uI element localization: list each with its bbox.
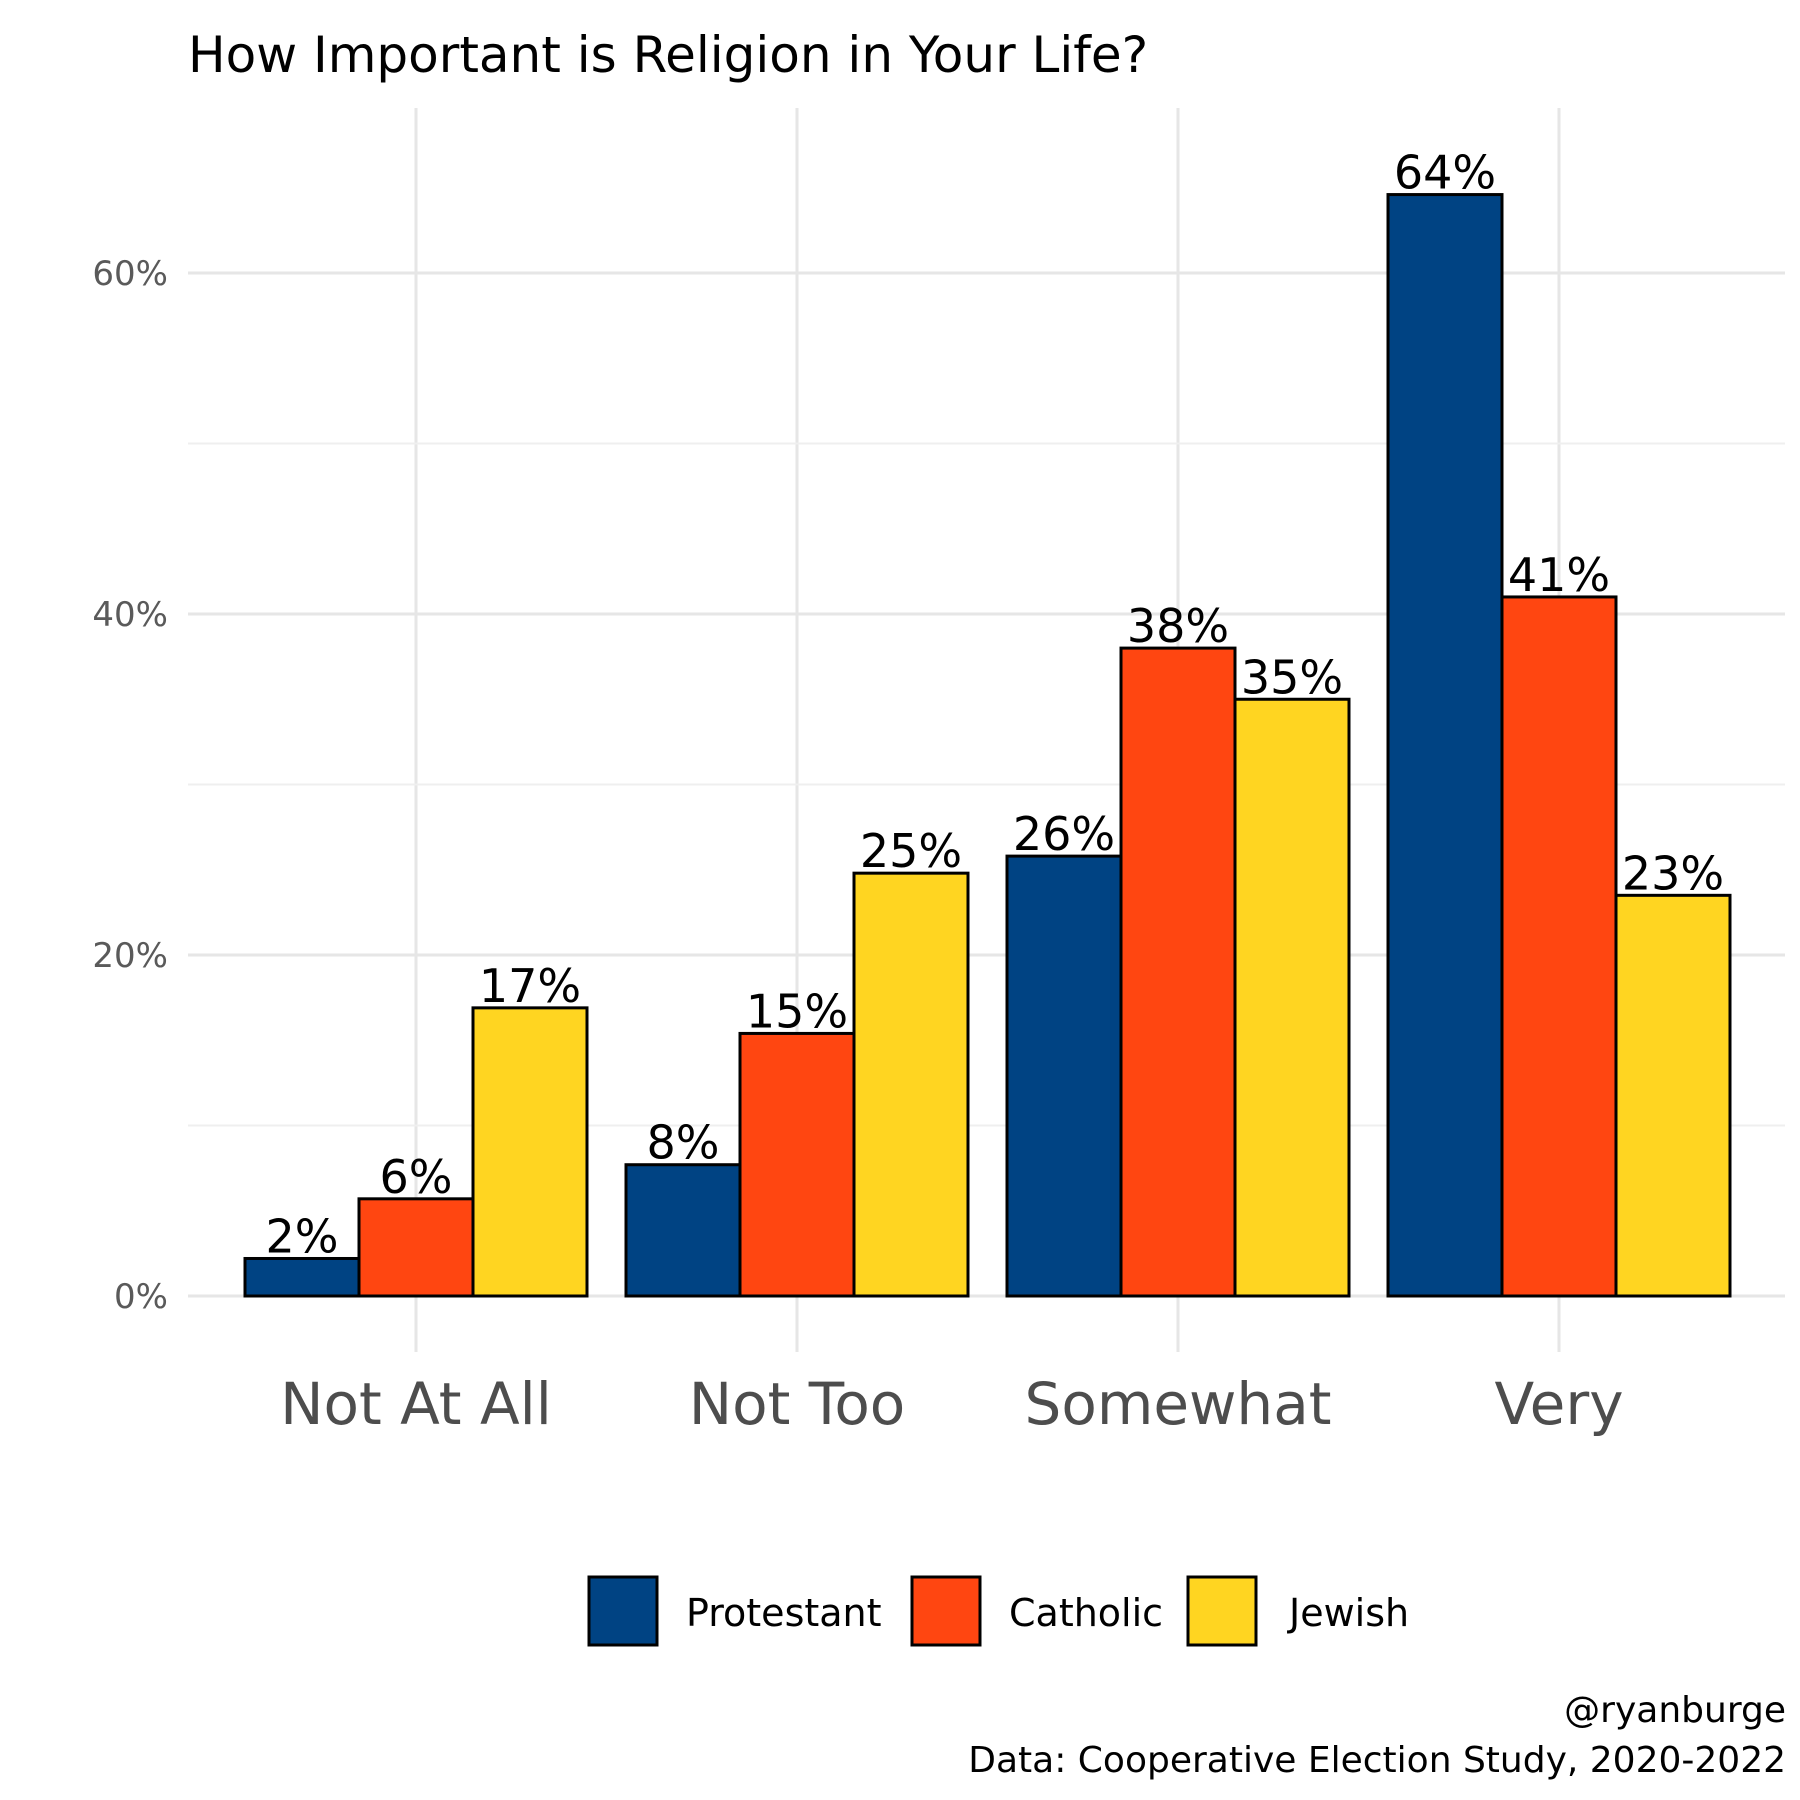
- y-tick-label: 40%: [92, 595, 168, 635]
- data-label: 2%: [266, 1209, 339, 1263]
- data-label: 26%: [1013, 807, 1115, 861]
- y-tick-label: 20%: [92, 936, 168, 976]
- x-tick-label: Somewhat: [1025, 1370, 1332, 1438]
- data-label: 25%: [860, 824, 962, 878]
- chart-title: How Important is Religion in Your Life?: [188, 26, 1148, 84]
- caption-line: Data: Cooperative Election Study, 2020-2…: [968, 1740, 1786, 1781]
- data-label: 6%: [380, 1150, 453, 1204]
- x-tick-label: Very: [1494, 1370, 1623, 1438]
- data-label: 8%: [647, 1116, 720, 1170]
- data-labels: 2% 6% 17% 8% 15% 25% 26% 38%35% 64% 41% 23%: [266, 146, 1725, 1264]
- caption-line: @ryanburge: [1564, 1690, 1786, 1731]
- bar-catholic-2: [1119, 646, 1237, 1298]
- y-tick-label: 0%: [114, 1277, 168, 1317]
- x-tick-label: Not Too: [689, 1370, 906, 1438]
- bar-catholic-1: [738, 1031, 856, 1298]
- bar-protestant-1: [624, 1163, 742, 1298]
- legend-label: Protestant: [686, 1591, 882, 1635]
- bar-protestant-0: [243, 1256, 361, 1298]
- bar-jewish-0: [471, 1006, 589, 1298]
- bar-catholic-3: [1500, 595, 1618, 1298]
- legend-label: Jewish: [1287, 1591, 1409, 1635]
- legend-key-protestant: [587, 1575, 659, 1647]
- data-label: 41%: [1508, 548, 1610, 602]
- bar-jewish-3: [1614, 893, 1732, 1298]
- x-axis-tick-labels: Not At All Not Too Somewhat Very: [280, 1370, 1623, 1438]
- bar-jewish-1: [852, 871, 970, 1298]
- legend-label: Catholic: [1009, 1591, 1163, 1635]
- data-label: 38%: [1127, 599, 1229, 653]
- bar-protestant-2: [1005, 854, 1123, 1298]
- caption: @ryanburge Data: Cooperative Election Stu…: [968, 1690, 1786, 1781]
- bars: [243, 193, 1732, 1298]
- legend-key-catholic: [910, 1575, 982, 1647]
- data-label: 23%: [1622, 846, 1724, 900]
- legend-key-jewish: [1186, 1575, 1258, 1647]
- data-label: 17%: [479, 959, 581, 1013]
- x-tick-label: Not At All: [280, 1370, 552, 1438]
- bar-protestant-3: [1386, 193, 1504, 1298]
- legend: Protestant Catholic Jewish: [587, 1575, 1409, 1647]
- data-label: 15%: [746, 984, 848, 1038]
- bar-catholic-0: [357, 1197, 475, 1298]
- data-label: 35%: [1241, 650, 1343, 704]
- y-axis-tick-labels: 0% 20% 40% 60%: [92, 254, 168, 1317]
- bar-jewish-2: [1233, 697, 1351, 1298]
- data-label: 64%: [1394, 146, 1496, 200]
- y-tick-label: 60%: [92, 254, 168, 294]
